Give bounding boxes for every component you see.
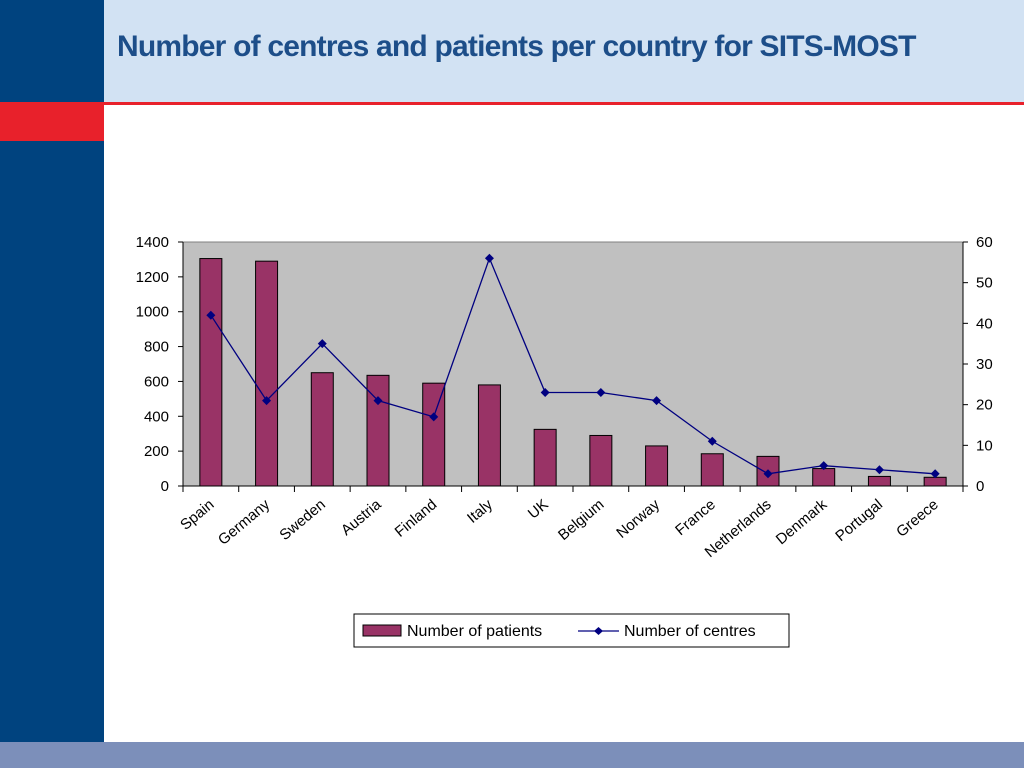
- x-tick-label: UK: [525, 496, 552, 522]
- legend-swatch-number-of-patients: [362, 624, 402, 637]
- point-number-of-centres: [763, 469, 773, 479]
- legend: [353, 613, 790, 648]
- point-number-of-centres: [429, 412, 439, 422]
- left-y-tick-label: 800: [144, 339, 169, 356]
- slide-title: Number of centres and patients per count…: [117, 30, 916, 63]
- point-number-of-centres: [930, 469, 940, 479]
- point-number-of-centres: [206, 310, 216, 320]
- title-underline: [104, 102, 1024, 105]
- x-tick-label: Finland: [392, 496, 441, 541]
- x-tick-label: Spain: [177, 496, 217, 534]
- point-number-of-centres: [317, 339, 327, 349]
- left-y-tick-label: 200: [144, 443, 169, 460]
- legend-marker-number-of-centres: [594, 627, 603, 635]
- left-y-tick-label: 0: [161, 478, 169, 495]
- point-number-of-centres: [596, 387, 606, 397]
- x-tick-label: France: [672, 496, 719, 539]
- point-number-of-centres: [874, 465, 884, 475]
- bar-number-of-patients: [700, 453, 724, 487]
- x-tick-label: Belgium: [555, 496, 607, 544]
- x-tick-label: Germany: [215, 496, 274, 549]
- bar-number-of-patients: [477, 384, 501, 487]
- footer-bar: [0, 742, 1024, 768]
- x-tick-label: Norway: [613, 496, 663, 542]
- legend-label-number-of-centres: Number of centres: [624, 623, 756, 640]
- bar-number-of-patients: [645, 445, 669, 487]
- point-number-of-centres: [484, 253, 494, 263]
- title-banner: [104, 0, 1024, 102]
- x-tick-label: Italy: [464, 496, 496, 527]
- point-number-of-centres: [652, 396, 662, 406]
- left-y-tick-label: 1200: [136, 269, 169, 286]
- bar-number-of-patients: [589, 434, 613, 487]
- plot-area: [182, 241, 964, 487]
- red-accent-block: [0, 102, 104, 141]
- bar-number-of-patients: [199, 258, 223, 487]
- right-y-tick-label: 20: [976, 397, 993, 414]
- left-y-tick-label: 1400: [136, 234, 169, 251]
- x-tick-label: Denmark: [773, 496, 831, 548]
- bar-number-of-patients: [422, 382, 446, 487]
- x-tick-label: Portugal: [832, 496, 886, 545]
- left-y-tick-label: 1000: [136, 304, 169, 321]
- right-y-tick-label: 40: [976, 315, 993, 332]
- bar-number-of-patients: [923, 476, 947, 487]
- right-y-tick-label: 50: [976, 275, 993, 292]
- legend-label-number-of-patients: Number of patients: [407, 623, 542, 640]
- point-number-of-centres: [373, 396, 383, 406]
- bar-number-of-patients: [255, 260, 279, 487]
- line-number-of-centres: [210, 256, 936, 475]
- bar-number-of-patients: [310, 372, 334, 487]
- bar-number-of-patients: [812, 468, 836, 487]
- x-tick-label: Greece: [893, 496, 942, 541]
- left-y-tick-label: 400: [144, 408, 169, 425]
- bar-number-of-patients: [867, 475, 891, 487]
- right-y-tick-label: 30: [976, 356, 993, 373]
- right-y-tick-label: 10: [976, 437, 993, 454]
- point-number-of-centres: [540, 387, 550, 397]
- point-number-of-centres: [707, 436, 717, 446]
- bar-number-of-patients: [533, 428, 557, 487]
- point-number-of-centres: [262, 396, 272, 406]
- right-y-tick-label: 60: [976, 234, 993, 251]
- x-tick-label: Austria: [338, 496, 385, 539]
- left-y-tick-label: 600: [144, 373, 169, 390]
- point-number-of-centres: [819, 461, 829, 471]
- x-tick-label: Sweden: [276, 496, 328, 544]
- right-y-tick-label: 0: [976, 478, 984, 495]
- bar-number-of-patients: [366, 374, 390, 487]
